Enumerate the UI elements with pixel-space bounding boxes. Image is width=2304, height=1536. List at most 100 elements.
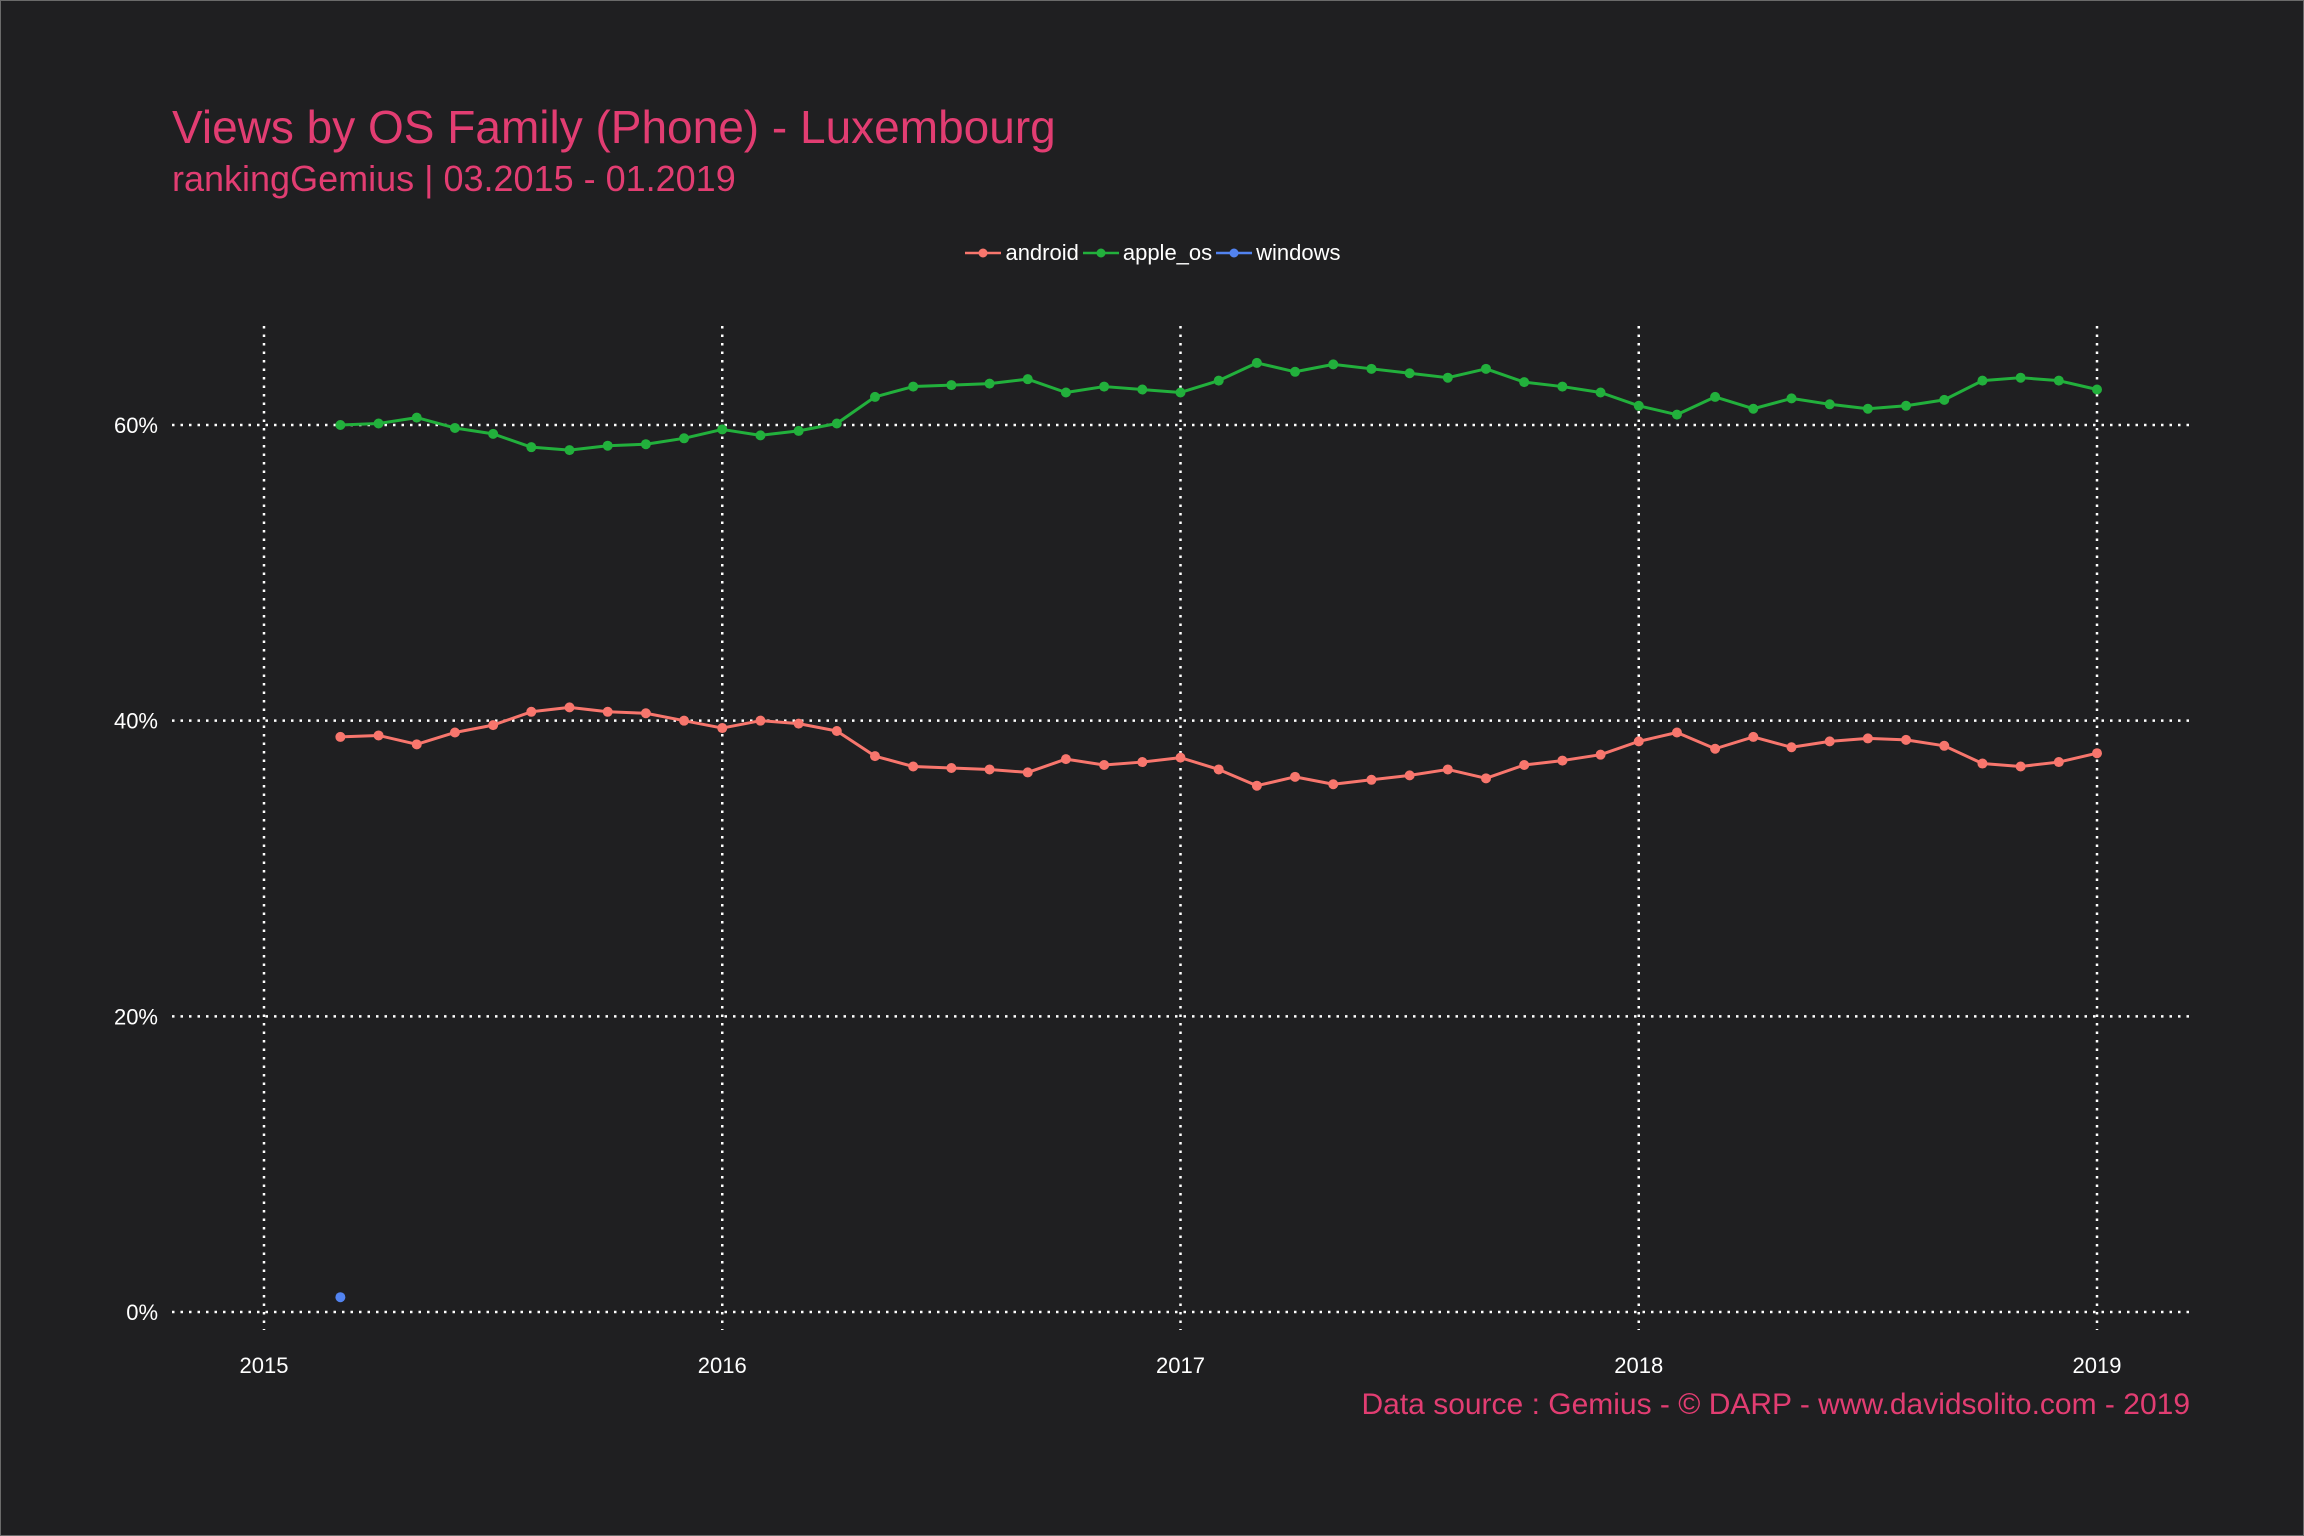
- data-point-android-22: [1175, 752, 1186, 763]
- data-point-android-17: [984, 764, 995, 775]
- legend-key-apple-os: [1082, 248, 1119, 258]
- data-point-apple-os-37: [1748, 403, 1759, 414]
- data-point-apple-os-27: [1366, 363, 1377, 374]
- data-point-android-37: [1748, 731, 1759, 742]
- data-point-apple-os-11: [755, 430, 766, 441]
- data-point-android-2: [411, 739, 422, 750]
- legend-item-windows: windows: [1214, 238, 1341, 268]
- data-point-android-4: [488, 720, 499, 731]
- data-point-apple-os-32: [1557, 381, 1568, 392]
- data-point-android-35: [1671, 727, 1682, 738]
- data-point-android-34: [1633, 736, 1644, 747]
- data-point-apple-os-5: [526, 442, 537, 453]
- data-point-apple-os-7: [602, 440, 613, 451]
- y-tick-label-3: 60%: [114, 413, 158, 438]
- data-point-android-5: [526, 706, 537, 717]
- data-point-apple-os-14: [870, 391, 880, 402]
- data-point-android-23: [1213, 764, 1224, 775]
- data-point-android-42: [1939, 740, 1950, 751]
- data-point-apple-os-34: [1633, 400, 1644, 411]
- data-point-android-39: [1824, 736, 1835, 747]
- data-point-apple-os-8: [640, 439, 651, 450]
- data-point-android-36: [1710, 743, 1721, 754]
- data-point-apple-os-24: [1251, 357, 1262, 368]
- data-point-android-19: [1060, 754, 1071, 765]
- data-point-android-15: [908, 761, 919, 772]
- data-point-apple-os-45: [2053, 375, 2064, 386]
- data-point-apple-os-6: [564, 445, 575, 456]
- data-point-apple-os-30: [1481, 363, 1491, 374]
- data-point-android-18: [1022, 767, 1033, 778]
- data-point-android-14: [870, 751, 880, 762]
- x-tick-label-0: 2015: [240, 1353, 289, 1378]
- axis-labels: 0% 20% 40% 60% 2015 2016 2017 2018 2019: [114, 413, 2122, 1378]
- data-point-apple-os-3: [449, 422, 460, 433]
- y-tick-label-0: 0%: [126, 1300, 158, 1325]
- data-point-windows-0: [335, 1292, 346, 1303]
- x-tick-label-4: 2019: [2073, 1353, 2122, 1378]
- data-point-apple-os-16: [946, 380, 957, 391]
- data-point-apple-os-38: [1786, 393, 1797, 404]
- data-point-android-33: [1595, 749, 1606, 760]
- chart-title: Views by OS Family (Phone) - Luxembourg: [172, 101, 1056, 153]
- data-point-apple-os-25: [1290, 366, 1301, 377]
- data-point-android-6: [564, 702, 575, 713]
- chart-subtitle: rankingGemius | 03.2015 - 01.2019: [172, 158, 736, 199]
- data-point-apple-os-26: [1328, 359, 1339, 370]
- data-point-apple-os-31: [1519, 377, 1530, 388]
- data-point-apple-os-20: [1099, 381, 1110, 392]
- data-point-android-29: [1442, 764, 1453, 775]
- data-point-apple-os-29: [1442, 372, 1453, 383]
- data-point-android-44: [2015, 761, 2026, 772]
- data-point-android-16: [946, 762, 957, 773]
- data-point-android-7: [602, 706, 613, 717]
- legend-label-windows: windows: [1256, 240, 1341, 265]
- data-point-apple-os-9: [679, 433, 690, 444]
- data-point-apple-os-15: [908, 381, 919, 392]
- data-point-android-46: [2092, 748, 2102, 759]
- legend-key-windows: [1216, 248, 1253, 258]
- data-point-apple-os-21: [1137, 384, 1148, 395]
- data-point-apple-os-33: [1595, 387, 1606, 398]
- data-point-apple-os-28: [1404, 368, 1415, 379]
- data-point-android-30: [1481, 773, 1491, 784]
- data-point-android-9: [679, 715, 690, 726]
- data-point-apple-os-36: [1710, 391, 1721, 402]
- legend-item-android: android: [963, 238, 1079, 268]
- data-point-android-24: [1251, 780, 1262, 791]
- data-point-android-27: [1366, 774, 1377, 785]
- data-point-android-38: [1786, 742, 1797, 753]
- data-point-apple-os-17: [984, 378, 995, 389]
- data-point-android-20: [1099, 760, 1110, 771]
- data-point-apple-os-0: [335, 420, 346, 430]
- data-point-android-8: [640, 708, 651, 719]
- data-point-apple-os-42: [1939, 394, 1950, 405]
- data-point-android-1: [373, 730, 384, 741]
- data-point-apple-os-41: [1901, 400, 1912, 411]
- data-point-android-32: [1557, 755, 1568, 766]
- x-tick-label-1: 2016: [698, 1353, 747, 1378]
- data-point-apple-os-1: [373, 418, 384, 429]
- data-point-apple-os-43: [1977, 375, 1988, 386]
- data-source-caption: Data source : Gemius - © DARP - www.davi…: [1361, 1388, 2190, 1421]
- data-point-android-31: [1519, 760, 1530, 771]
- data-point-apple-os-2: [411, 412, 422, 423]
- data-point-apple-os-13: [831, 418, 842, 429]
- data-point-apple-os-19: [1060, 387, 1071, 398]
- data-point-apple-os-4: [488, 428, 499, 439]
- data-point-android-26: [1328, 779, 1339, 790]
- data-point-apple-os-35: [1671, 409, 1682, 420]
- data-point-apple-os-46: [2092, 384, 2102, 395]
- legend-key-apple-os-dot: [1096, 248, 1106, 258]
- data-point-apple-os-40: [1862, 403, 1873, 414]
- legend-label-apple-os: apple_os: [1122, 240, 1213, 265]
- gridlines: [172, 326, 2192, 1330]
- data-point-android-25: [1290, 771, 1301, 782]
- data-point-apple-os-23: [1213, 375, 1224, 386]
- data-point-android-12: [793, 718, 804, 729]
- data-point-android-21: [1137, 757, 1148, 768]
- legend: android apple_os windows: [0, 238, 2304, 268]
- x-tick-label-3: 2018: [1614, 1353, 1663, 1378]
